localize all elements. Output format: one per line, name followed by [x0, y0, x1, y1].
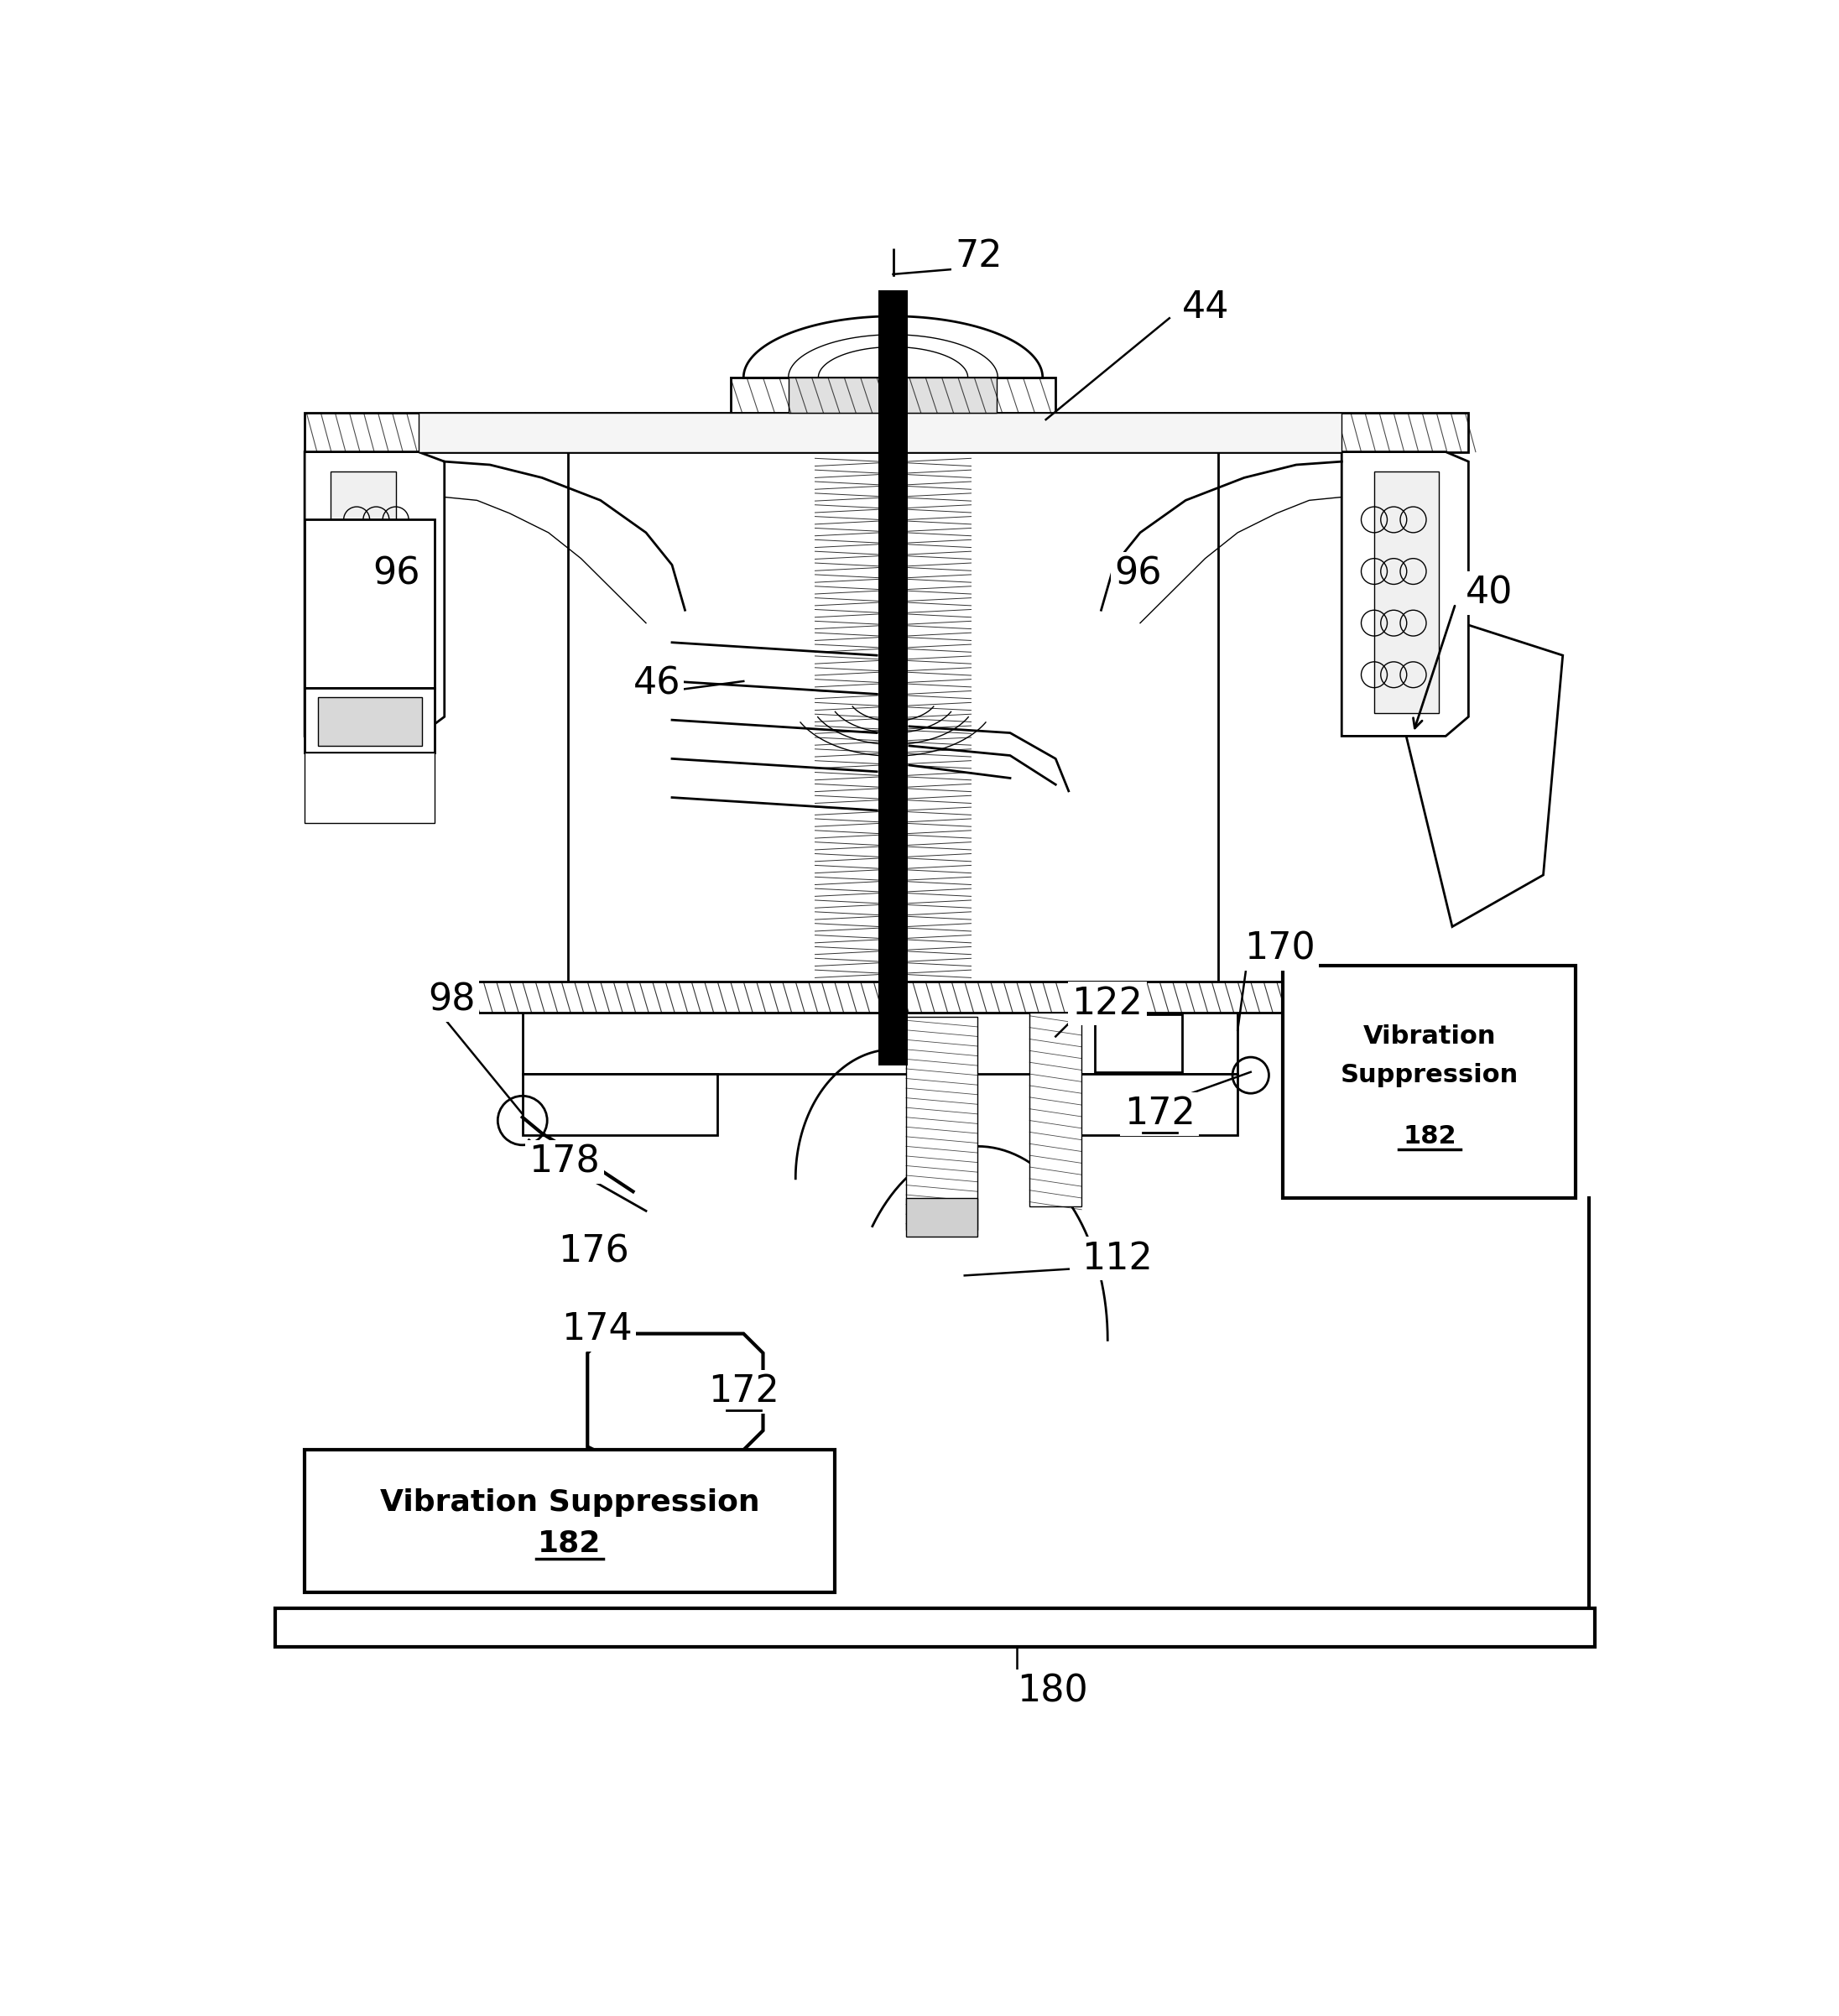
Bar	[318, 698, 421, 746]
Polygon shape	[331, 472, 395, 714]
Bar	[419, 413, 1342, 452]
Text: 96: 96	[1114, 556, 1162, 593]
Text: 112: 112	[1081, 1240, 1153, 1276]
Bar	[522, 1012, 1238, 1075]
Bar	[1043, 1075, 1238, 1135]
Bar	[305, 752, 434, 823]
Text: 72: 72	[954, 238, 1002, 274]
Text: 178: 178	[530, 1143, 600, 1179]
Bar	[522, 1075, 717, 1135]
Text: 172: 172	[1124, 1097, 1195, 1133]
Bar	[730, 377, 1056, 413]
Polygon shape	[743, 317, 1043, 377]
Text: Vibration Suppression: Vibration Suppression	[379, 1488, 760, 1518]
Text: 122: 122	[1072, 986, 1144, 1022]
Text: 182: 182	[539, 1530, 601, 1558]
Bar	[789, 377, 997, 413]
Bar	[879, 290, 907, 1066]
Polygon shape	[1374, 472, 1440, 714]
Bar	[907, 1018, 978, 1230]
Text: 174: 174	[561, 1312, 633, 1347]
Text: Vibration: Vibration	[1363, 1024, 1495, 1048]
Text: Suppression: Suppression	[1341, 1062, 1519, 1087]
Text: 44: 44	[1182, 290, 1230, 327]
Text: 172: 172	[708, 1373, 780, 1409]
Polygon shape	[587, 1335, 763, 1456]
Bar	[1030, 1012, 1081, 1206]
Polygon shape	[305, 452, 445, 736]
Text: 40: 40	[1466, 575, 1513, 611]
Text: 98: 98	[428, 982, 476, 1018]
Bar	[305, 1450, 835, 1593]
Bar	[276, 1609, 1594, 1647]
Bar	[305, 520, 434, 687]
Bar	[305, 687, 434, 752]
Polygon shape	[1342, 585, 1563, 927]
Text: 46: 46	[633, 665, 680, 702]
Polygon shape	[1342, 452, 1469, 736]
Bar	[907, 1198, 978, 1236]
Bar	[305, 413, 1469, 452]
Text: 176: 176	[559, 1234, 629, 1270]
Text: 182: 182	[1403, 1125, 1456, 1149]
Bar	[467, 982, 1300, 1012]
Text: 170: 170	[1245, 931, 1315, 966]
Bar	[1284, 966, 1576, 1198]
Text: 96: 96	[373, 556, 421, 593]
Text: 180: 180	[1017, 1673, 1087, 1710]
Bar	[1094, 1014, 1182, 1073]
Bar	[568, 452, 1217, 982]
